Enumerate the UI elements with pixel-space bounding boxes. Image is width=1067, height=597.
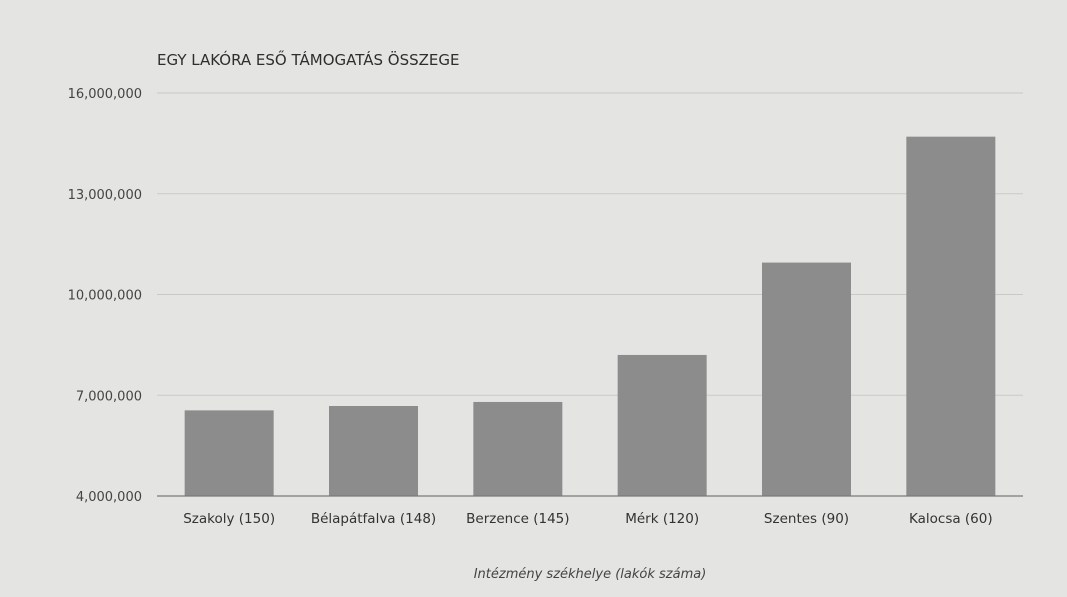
y-tick-label: 16,000,000 <box>68 87 142 102</box>
x-category-label: Berzence (145) <box>466 511 569 527</box>
chart-title: EGY LAKÓRA ESŐ TÁMOGATÁS ÖSSZEGE <box>157 49 459 69</box>
bar <box>762 262 851 496</box>
bars <box>184 136 996 497</box>
bar <box>329 405 418 496</box>
x-category-label: Mérk (120) <box>625 511 699 527</box>
bar <box>617 354 707 496</box>
gridlines <box>157 92 1023 396</box>
x-category-label: Bélapátfalva (148) <box>311 511 436 527</box>
y-tick-label: 4,000,000 <box>76 490 142 505</box>
y-axis-ticks: 4,000,000 7,000,000 10,000,000 13,000,000 16… <box>68 87 142 505</box>
x-category-label: Kalocsa (60) <box>909 511 993 527</box>
bar <box>473 401 563 496</box>
x-axis-label: Intézmény székhelye (lakók száma) <box>474 567 707 582</box>
y-tick-label: 13,000,000 <box>68 188 142 203</box>
bar <box>906 136 996 497</box>
x-category-label: Szentes (90) <box>764 511 849 527</box>
y-tick-label: 10,000,000 <box>68 289 142 304</box>
x-category-label: Szakoly (150) <box>183 511 275 527</box>
bar <box>184 410 274 496</box>
x-axis-categories: Szakoly (150) Bélapátfalva (148) Berzence … <box>183 511 992 527</box>
y-tick-label: 7,000,000 <box>76 389 142 404</box>
